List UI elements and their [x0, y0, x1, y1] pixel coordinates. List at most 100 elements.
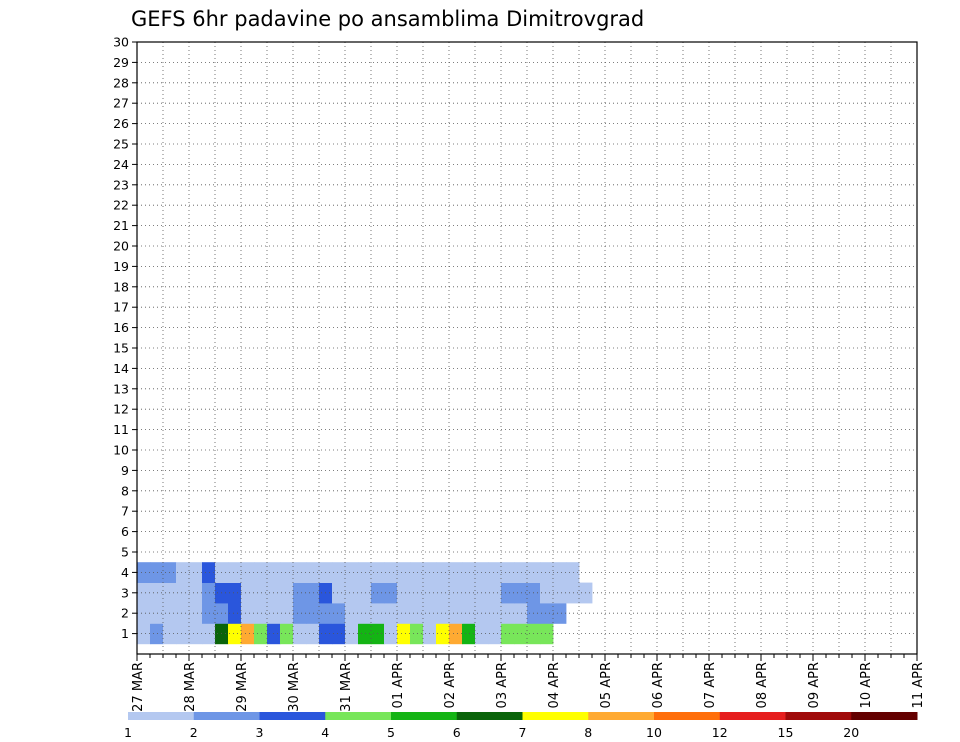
precip-cell — [150, 603, 164, 624]
y-tick-label: 17 — [113, 300, 129, 315]
precip-cell — [358, 623, 372, 645]
precip-cell — [488, 582, 502, 604]
legend-label: 3 — [256, 725, 264, 740]
precip-cell — [241, 582, 255, 604]
legend-swatch — [391, 712, 458, 720]
precip-cell — [488, 623, 502, 645]
precip-cell — [449, 562, 463, 583]
precip-cell — [397, 562, 411, 583]
precip-cell — [384, 582, 398, 604]
x-date-label: 10 APR — [859, 662, 874, 708]
precip-cell — [189, 603, 203, 624]
precip-cell — [462, 562, 476, 583]
y-tick-label: 4 — [121, 565, 129, 580]
y-tick-label: 26 — [113, 116, 129, 131]
precip-cell — [189, 623, 203, 645]
precip-cell — [137, 582, 151, 604]
x-date-label: 11 APR — [911, 662, 926, 708]
y-tick-label: 22 — [113, 198, 129, 213]
precip-cell — [150, 562, 164, 583]
y-tick-label: 7 — [121, 504, 129, 519]
x-date-label: 31 MAR — [339, 662, 354, 712]
x-date-label: 02 APR — [443, 662, 458, 708]
precip-cell — [449, 582, 463, 604]
legend-label: 1 — [124, 725, 132, 740]
precip-cell — [189, 582, 203, 604]
legend-swatch — [522, 712, 589, 720]
y-tick-label: 29 — [113, 55, 129, 70]
legend-label: 15 — [778, 725, 794, 740]
precip-cell — [228, 582, 242, 604]
precip-cell — [345, 603, 359, 624]
x-date-label: 28 MAR — [183, 662, 198, 712]
legend-swatch — [588, 712, 655, 720]
y-tick-label: 20 — [113, 239, 129, 254]
precip-cell — [488, 562, 502, 583]
y-tick-label: 24 — [113, 157, 129, 172]
legend-label: 10 — [646, 725, 662, 740]
y-tick-label: 6 — [121, 524, 129, 539]
precip-cell — [358, 603, 372, 624]
legend-label: 12 — [712, 725, 728, 740]
precip-cell — [150, 582, 164, 604]
y-tick-label: 1 — [121, 626, 129, 641]
precip-cell — [306, 623, 320, 645]
precip-cell — [293, 623, 307, 645]
y-tick-label: 21 — [113, 218, 129, 233]
y-tick-label: 28 — [113, 75, 129, 90]
precip-cell — [449, 623, 463, 645]
precip-cell — [358, 562, 372, 583]
precip-cell — [189, 562, 203, 583]
x-date-label: 03 APR — [495, 662, 510, 708]
legend-label: 5 — [387, 725, 395, 740]
precip-cell — [332, 582, 346, 604]
precip-cell — [488, 603, 502, 624]
precip-cell — [553, 603, 567, 624]
precip-cell — [254, 623, 268, 645]
legend-label: 7 — [519, 725, 527, 740]
precip-cell — [514, 582, 528, 604]
legend-swatch — [654, 712, 721, 720]
precip-cell — [137, 562, 151, 583]
precip-cell — [436, 562, 450, 583]
precip-cell — [241, 603, 255, 624]
precip-cell — [345, 582, 359, 604]
precip-cell — [436, 623, 450, 645]
precip-cell — [306, 562, 320, 583]
legend-swatch — [128, 712, 195, 720]
precip-cell — [397, 603, 411, 624]
precip-cell — [397, 623, 411, 645]
legend-label: 20 — [843, 725, 859, 740]
precip-cell — [280, 562, 294, 583]
precip-cell — [436, 582, 450, 604]
precip-cell — [501, 603, 515, 624]
legend-label: 2 — [190, 725, 198, 740]
y-tick-label: 13 — [113, 381, 129, 396]
x-date-label: 08 APR — [755, 662, 770, 708]
precip-cell — [514, 623, 528, 645]
precip-cell — [280, 582, 294, 604]
precip-cell — [436, 603, 450, 624]
precip-cell — [514, 603, 528, 624]
precip-cell — [514, 562, 528, 583]
precip-cell — [410, 623, 424, 645]
x-date-label: 07 APR — [703, 662, 718, 708]
x-date-label: 05 APR — [599, 662, 614, 708]
precip-cell — [332, 562, 346, 583]
precip-cell — [176, 562, 190, 583]
legend-swatch — [785, 712, 852, 720]
precip-cell — [293, 562, 307, 583]
precip-cell — [553, 582, 567, 604]
y-tick-label: 18 — [113, 279, 129, 294]
legend-swatch — [851, 712, 918, 720]
axes: 1234567891011121314151617181920212223242… — [113, 35, 926, 712]
y-tick-label: 16 — [113, 320, 129, 335]
precip-cell — [176, 582, 190, 604]
legend-label: 6 — [453, 725, 461, 740]
precip-cell — [384, 623, 398, 645]
precip-cell — [202, 603, 216, 624]
precip-cell — [332, 603, 346, 624]
precip-cell — [280, 603, 294, 624]
y-tick-label: 11 — [113, 422, 129, 437]
precip-cell — [176, 623, 190, 645]
